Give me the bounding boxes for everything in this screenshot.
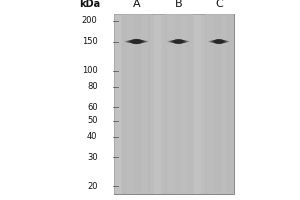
Bar xyxy=(187,14,194,194)
Text: 80: 80 xyxy=(87,82,98,91)
Text: 30: 30 xyxy=(87,153,98,162)
Text: C: C xyxy=(215,0,223,9)
Bar xyxy=(221,14,227,194)
Ellipse shape xyxy=(124,40,149,43)
Text: kDa: kDa xyxy=(80,0,100,9)
Ellipse shape xyxy=(126,40,147,43)
Ellipse shape xyxy=(173,39,184,44)
Bar xyxy=(114,14,234,194)
Ellipse shape xyxy=(212,39,226,44)
Bar xyxy=(127,14,134,194)
Bar xyxy=(161,14,167,194)
Bar xyxy=(214,14,221,194)
Ellipse shape xyxy=(169,40,188,43)
Text: 50: 50 xyxy=(87,116,98,125)
Ellipse shape xyxy=(129,39,144,44)
Ellipse shape xyxy=(208,40,230,43)
Text: B: B xyxy=(175,0,182,9)
Bar xyxy=(121,14,127,194)
Bar xyxy=(164,14,193,194)
Bar xyxy=(122,14,151,194)
Ellipse shape xyxy=(214,39,224,44)
Ellipse shape xyxy=(167,40,190,43)
Bar xyxy=(201,14,207,194)
Text: 40: 40 xyxy=(87,132,98,141)
Ellipse shape xyxy=(171,39,186,44)
Bar xyxy=(205,14,233,194)
Bar xyxy=(167,14,174,194)
Text: 200: 200 xyxy=(82,16,98,25)
Ellipse shape xyxy=(210,40,228,43)
Bar xyxy=(147,14,154,194)
Text: 20: 20 xyxy=(87,182,98,191)
Bar xyxy=(181,14,187,194)
Bar xyxy=(141,14,147,194)
Text: A: A xyxy=(133,0,140,9)
Bar xyxy=(154,14,161,194)
Bar xyxy=(207,14,214,194)
Text: 60: 60 xyxy=(87,103,98,112)
Bar xyxy=(227,14,234,194)
Ellipse shape xyxy=(131,39,142,44)
Bar xyxy=(194,14,201,194)
Bar xyxy=(114,14,121,194)
Text: 100: 100 xyxy=(82,66,98,75)
Bar xyxy=(174,14,181,194)
Bar xyxy=(134,14,141,194)
Text: 150: 150 xyxy=(82,37,98,46)
